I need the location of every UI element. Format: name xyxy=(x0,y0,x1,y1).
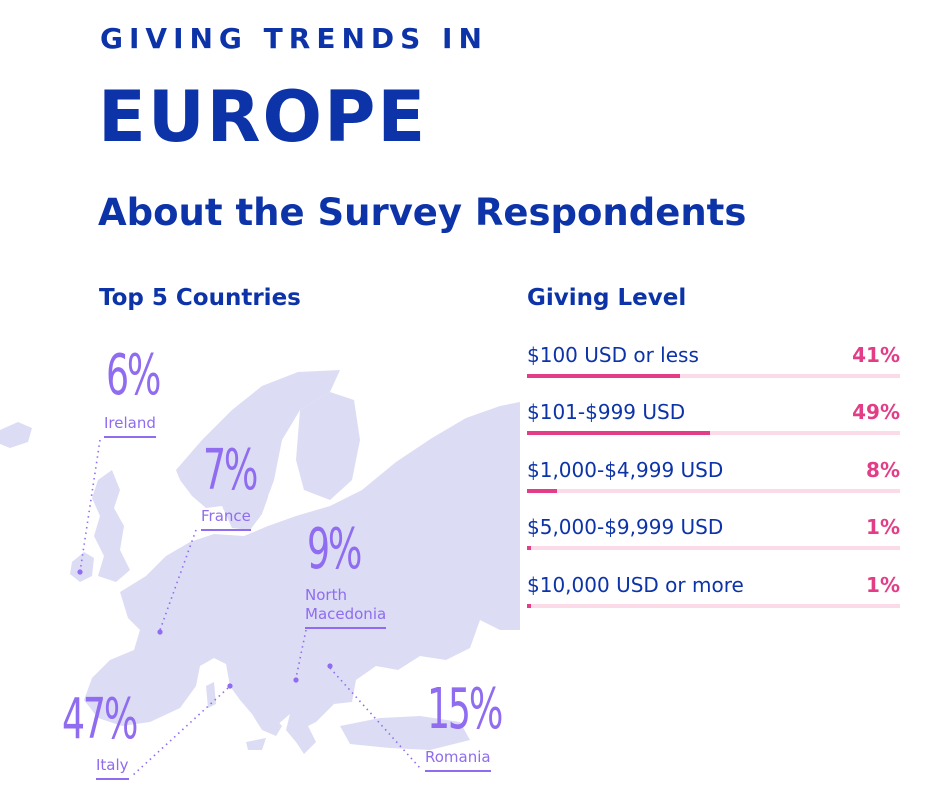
giving-row-label: $10,000 USD or more xyxy=(527,573,744,597)
giving-bar xyxy=(527,489,557,493)
country-label-north-macedonia-line2: Macedonia xyxy=(305,605,387,623)
top-countries-heading: Top 5 Countries xyxy=(99,285,301,311)
giving-bar xyxy=(527,546,531,550)
giving-row-value: 49% xyxy=(852,400,900,424)
giving-row: $1,000-$4,999 USD 8% xyxy=(527,458,900,508)
page-title: EUROPE xyxy=(98,76,428,158)
giving-bar xyxy=(527,431,710,435)
giving-row-value: 1% xyxy=(866,515,900,539)
country-pct-france: 7% xyxy=(203,438,258,503)
giving-row-track xyxy=(527,489,900,493)
giving-row-track xyxy=(527,604,900,608)
country-label-north-macedonia-line1: North xyxy=(305,586,347,604)
country-label-romania: Romania xyxy=(425,748,491,772)
giving-row-value: 1% xyxy=(866,573,900,597)
giving-row: $5,000-$9,999 USD 1% xyxy=(527,515,900,565)
giving-row-label: $100 USD or less xyxy=(527,343,699,367)
giving-row-track xyxy=(527,374,900,378)
europe-map xyxy=(0,370,520,754)
country-label-france: France xyxy=(201,507,251,531)
kicker-heading: GIVING TRENDS IN xyxy=(100,22,488,55)
country-label-italy: Italy xyxy=(96,756,129,780)
country-pct-romania: 15% xyxy=(427,677,503,742)
country-pct-north-macedonia: 9% xyxy=(307,517,362,582)
giving-row-value: 41% xyxy=(852,343,900,367)
giving-bar xyxy=(527,374,680,378)
giving-row: $10,000 USD or more 1% xyxy=(527,573,900,623)
giving-row-track xyxy=(527,431,900,435)
country-label-ireland: Ireland xyxy=(104,414,156,438)
giving-row: $101-$999 USD 49% xyxy=(527,400,900,450)
section-subtitle: About the Survey Respondents xyxy=(98,191,747,234)
giving-level-heading: Giving Level xyxy=(527,285,687,311)
giving-bar xyxy=(527,604,531,608)
giving-row-track xyxy=(527,546,900,550)
giving-row-label: $1,000-$4,999 USD xyxy=(527,458,724,482)
country-pct-italy: 47% xyxy=(62,687,138,752)
giving-row-value: 8% xyxy=(866,458,900,482)
giving-row-label: $101-$999 USD xyxy=(527,400,686,424)
country-pct-ireland: 6% xyxy=(106,343,161,408)
giving-row: $100 USD or less 41% xyxy=(527,343,900,393)
giving-row-label: $5,000-$9,999 USD xyxy=(527,515,724,539)
country-label-north-macedonia: North Macedonia xyxy=(305,586,387,629)
